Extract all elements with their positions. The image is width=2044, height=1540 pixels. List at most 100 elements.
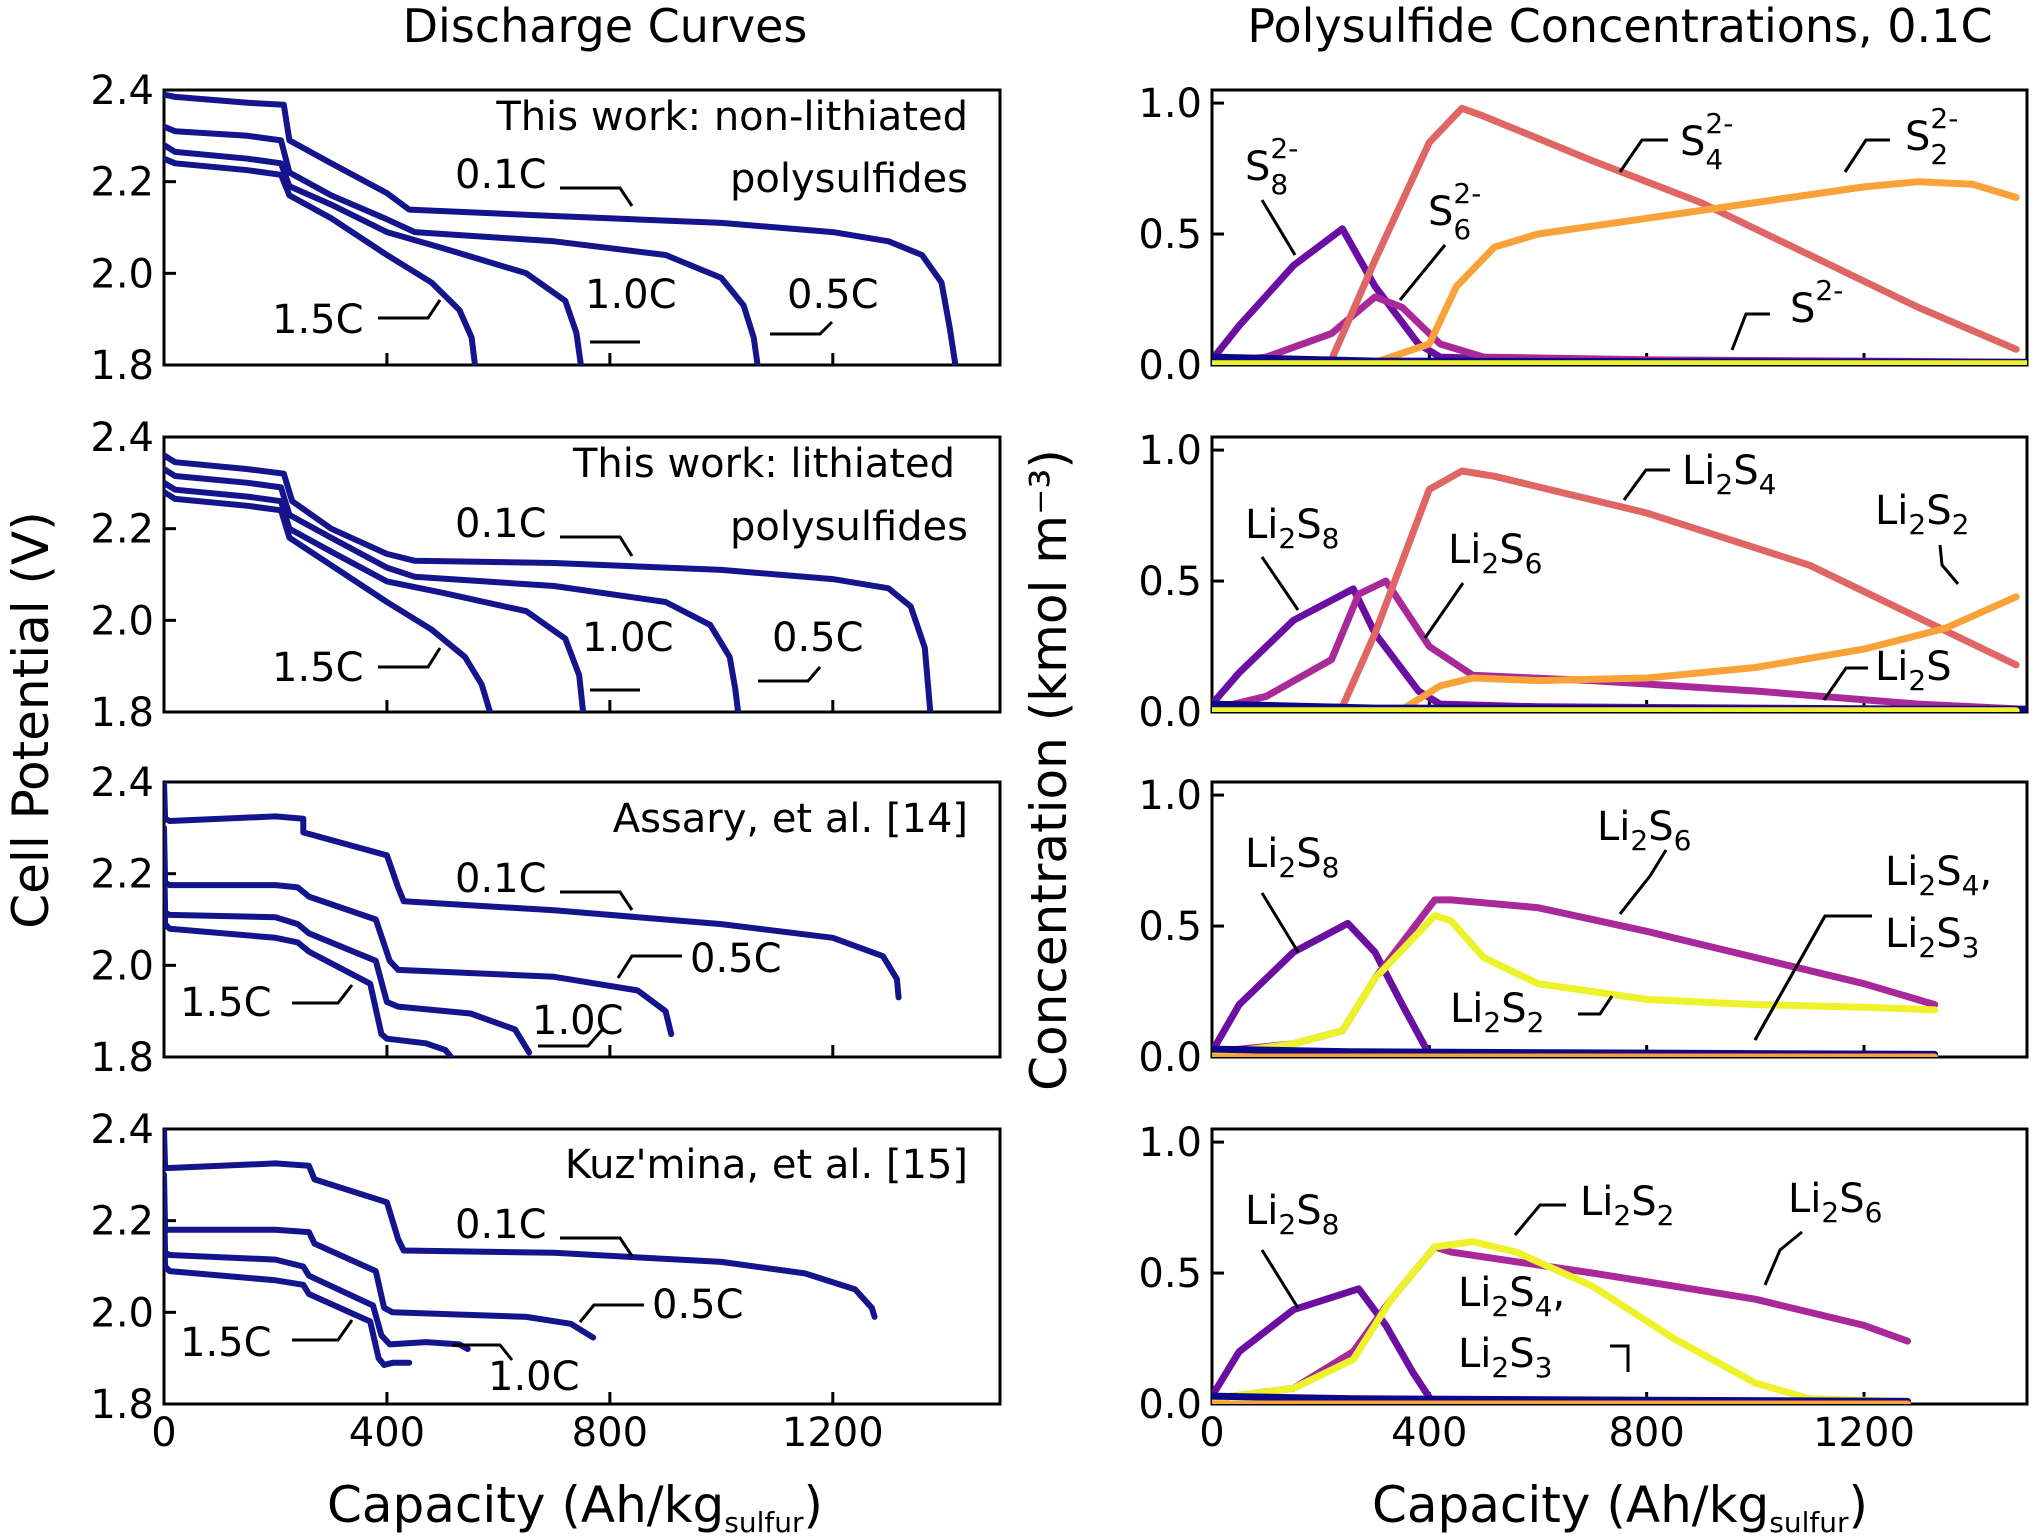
right-panel-2-series-orange — [1212, 593, 2020, 712]
left-panel-2-series-1-0C — [164, 479, 587, 712]
species-label-4-1: Li2S8 — [1245, 1188, 1339, 1241]
species-leader-4-3 — [1763, 1230, 1803, 1286]
rate-label-0-5C: 0.5C — [652, 1282, 744, 1328]
x-tick-label: 1200 — [782, 1410, 884, 1456]
rate-leader-0-5C — [616, 954, 682, 979]
x-tick-label: 0 — [151, 1410, 176, 1456]
species-leader-1-5 — [1730, 312, 1770, 351]
rate-leader-1-5C — [378, 647, 442, 669]
right-panel-4-series-yellow — [1212, 1238, 1911, 1404]
species-label-1-4: S2-2 — [1905, 102, 1958, 171]
y-tick-label: 0.5 — [1138, 559, 1202, 605]
y-tick-label: 2.2 — [90, 1199, 154, 1245]
panel-title: polysulfides — [730, 504, 968, 550]
y-tick-label: 2.2 — [90, 507, 154, 553]
y-tick-label: 0.5 — [1138, 904, 1202, 950]
rate-label-1-5C: 1.5C — [180, 980, 272, 1026]
rate-leader-0-5C — [578, 1303, 644, 1323]
left-panel-1-series-0-1C — [164, 91, 959, 365]
right-y-axis-label: Concentration (kmol m⁻³) — [1020, 449, 1078, 1091]
rate-label-0-5C: 0.5C — [690, 936, 782, 982]
species-leader-1-1 — [1260, 199, 1297, 256]
rate-label-1-5C: 1.5C — [180, 1320, 272, 1366]
left-panel-4-series-1-0C — [164, 1194, 471, 1352]
species-label-4-2: Li2S2 — [1580, 1179, 1674, 1232]
y-tick-label: 2.0 — [90, 943, 154, 989]
species-label-1-3: S2-4 — [1680, 107, 1733, 176]
plots: 1.8 2.0 2.2 2.4 This work: non-lithiated poly… — [90, 68, 2029, 1456]
rate-leader-1-5C — [292, 984, 354, 1005]
species-leader-2-2 — [1423, 582, 1465, 639]
y-tick-label: 0.0 — [1138, 690, 1202, 736]
y-tick-label: 2.0 — [90, 251, 154, 297]
species-leader-2-5 — [1822, 666, 1868, 701]
species-leader-3-2 — [1618, 849, 1668, 915]
left-column-title: Discharge Curves — [403, 0, 808, 53]
x-tick-label: 400 — [1391, 1410, 1467, 1456]
right-panel-1-series-purple — [1212, 225, 2027, 365]
species-leader-1-2 — [1398, 244, 1447, 301]
y-tick-label: 1.8 — [90, 1035, 154, 1081]
species-leader-4-2 — [1513, 1203, 1566, 1236]
left-panel-3-series-1-5C — [164, 870, 454, 1057]
left-panel-4-series-1-5C — [164, 1217, 413, 1368]
y-tick-label: 0.0 — [1138, 1382, 1202, 1428]
species-leader-2-4 — [1938, 544, 1960, 585]
left-panel-3-series-0-5C — [164, 824, 675, 1038]
species-label-4-5: Li2S3 — [1458, 1331, 1552, 1384]
rate-label-0-1C: 0.1C — [455, 1202, 547, 1248]
left-panel-3-series-1-0C — [164, 847, 533, 1056]
right-column-title: Polysulfide Concentrations, 0.1C — [1247, 0, 1992, 53]
rate-label-1-0C: 1.0C — [585, 272, 677, 318]
left-panel-1-series-1-0C — [164, 142, 584, 365]
y-tick-label: 1.0 — [1138, 773, 1202, 819]
right-panel-2-series-magenta — [1212, 577, 2027, 712]
species-label-1-1: S2-8 — [1245, 132, 1298, 201]
y-tick-label: 1.0 — [1138, 81, 1202, 127]
species-leader-1-4 — [1843, 138, 1890, 173]
species-leader-3-4 — [1753, 914, 1872, 1041]
y-tick-label: 2.2 — [90, 852, 154, 898]
y-tick-label: 2.4 — [90, 760, 154, 806]
right-panel-4-series-magenta — [1212, 1243, 1911, 1403]
rate-label-1-0C: 1.0C — [532, 998, 624, 1044]
y-tick-label: 2.2 — [90, 160, 154, 206]
species-label-4-4: Li2S4, — [1458, 1270, 1565, 1323]
rate-leader-0-1C — [560, 1236, 634, 1257]
species-label-3-1: Li2S8 — [1245, 831, 1339, 884]
species-label-3-3: Li2S4, — [1885, 849, 1992, 902]
x-tick-label: 800 — [572, 1410, 648, 1456]
right-x-axis-label: Capacity (Ah/kgsulfur) — [1372, 1476, 1868, 1535]
y-tick-label: 1.8 — [90, 690, 154, 736]
right-panel-3-series-magenta — [1212, 896, 1939, 1056]
rate-label-1-0C: 1.0C — [488, 1354, 580, 1400]
rate-label-0-5C: 0.5C — [787, 272, 879, 318]
rate-leader-1-5C — [378, 299, 442, 320]
species-leader-1-3 — [1618, 138, 1668, 173]
left-panel-1-series-1-5C — [164, 155, 478, 365]
y-tick-label: 0.5 — [1138, 212, 1202, 258]
left-panel-2-series-0-1C — [164, 452, 934, 712]
rate-leader-0-5C — [758, 666, 822, 683]
right-panel-4-series-purple — [1212, 1285, 1436, 1404]
rate-label-0-1C: 0.1C — [455, 856, 547, 902]
rate-leader-0-5C — [770, 320, 834, 336]
left-y-axis-label: Cell Potential (V) — [2, 511, 60, 929]
species-label-2-3: Li2S4 — [1682, 448, 1776, 501]
right-panel-3-series-purple — [1212, 919, 1433, 1057]
rate-leader-1-5C — [292, 1319, 354, 1342]
species-label-2-1: Li2S8 — [1245, 502, 1339, 555]
species-label-3-4: Li2S3 — [1885, 911, 1979, 964]
species-leader-4-1 — [1260, 1249, 1300, 1309]
species-label-1-2: S2-6 — [1428, 177, 1481, 246]
species-label-2-5: Li2S — [1875, 644, 1952, 697]
x-tick-label: 1200 — [1813, 1410, 1915, 1456]
species-label-1-5: S2- — [1790, 274, 1843, 332]
species-leader-2-3 — [1622, 468, 1670, 501]
rate-leader-0-1C — [560, 186, 634, 207]
species-leader-2-1 — [1260, 556, 1300, 611]
rate-label-1-5C: 1.5C — [272, 645, 364, 691]
right-panel-2-series-salmon — [1212, 467, 2020, 712]
panel-title: Kuz'mina, et al. [15] — [565, 1142, 968, 1188]
